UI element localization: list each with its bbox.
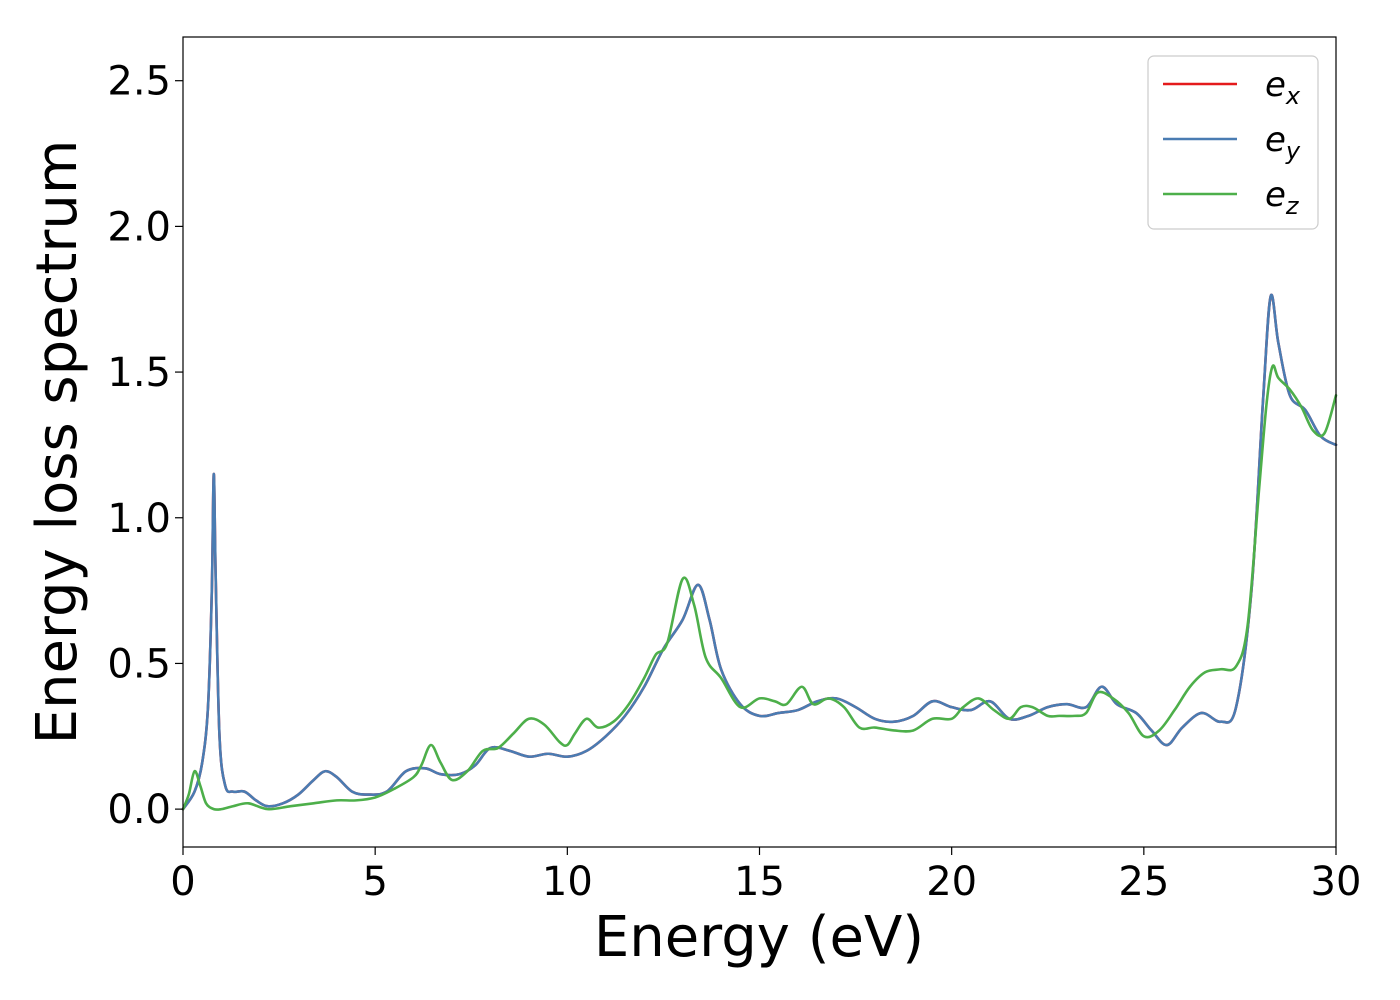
y-tick-label: 0.5 [107,641,171,687]
legend-subscript: x [1285,82,1301,110]
x-tick-label: 10 [542,859,593,905]
legend-subscript: y [1285,137,1301,165]
legend-subscript: z [1285,192,1300,220]
y-tick-label: 2.0 [107,204,171,250]
y-tick-label: 1.5 [107,350,171,396]
x-tick-label: 15 [734,859,785,905]
x-tick-label: 25 [1118,859,1169,905]
series-line-2 [181,293,1338,811]
x-tick-label: 30 [1311,859,1362,905]
y-tick-label: 0.0 [107,787,171,833]
x-tick-label: 5 [362,859,387,905]
x-tick-label: 20 [926,859,977,905]
series-line-3 [181,364,1338,811]
legend-box [1147,55,1319,230]
x-axis-title: Energy (eV) [594,905,924,970]
y-tick-label: 1.0 [107,496,171,542]
x-axis: 0 5 10 15 20 25 30 [170,847,1361,905]
y-axis-title: Energy loss spectrum [25,140,90,745]
y-tick-label: 2.5 [107,59,171,105]
series-layer [181,293,1338,811]
y-axis: 0.0 0.5 1.0 1.5 2.0 2.5 [107,59,183,833]
x-tick-label: 0 [170,859,195,905]
